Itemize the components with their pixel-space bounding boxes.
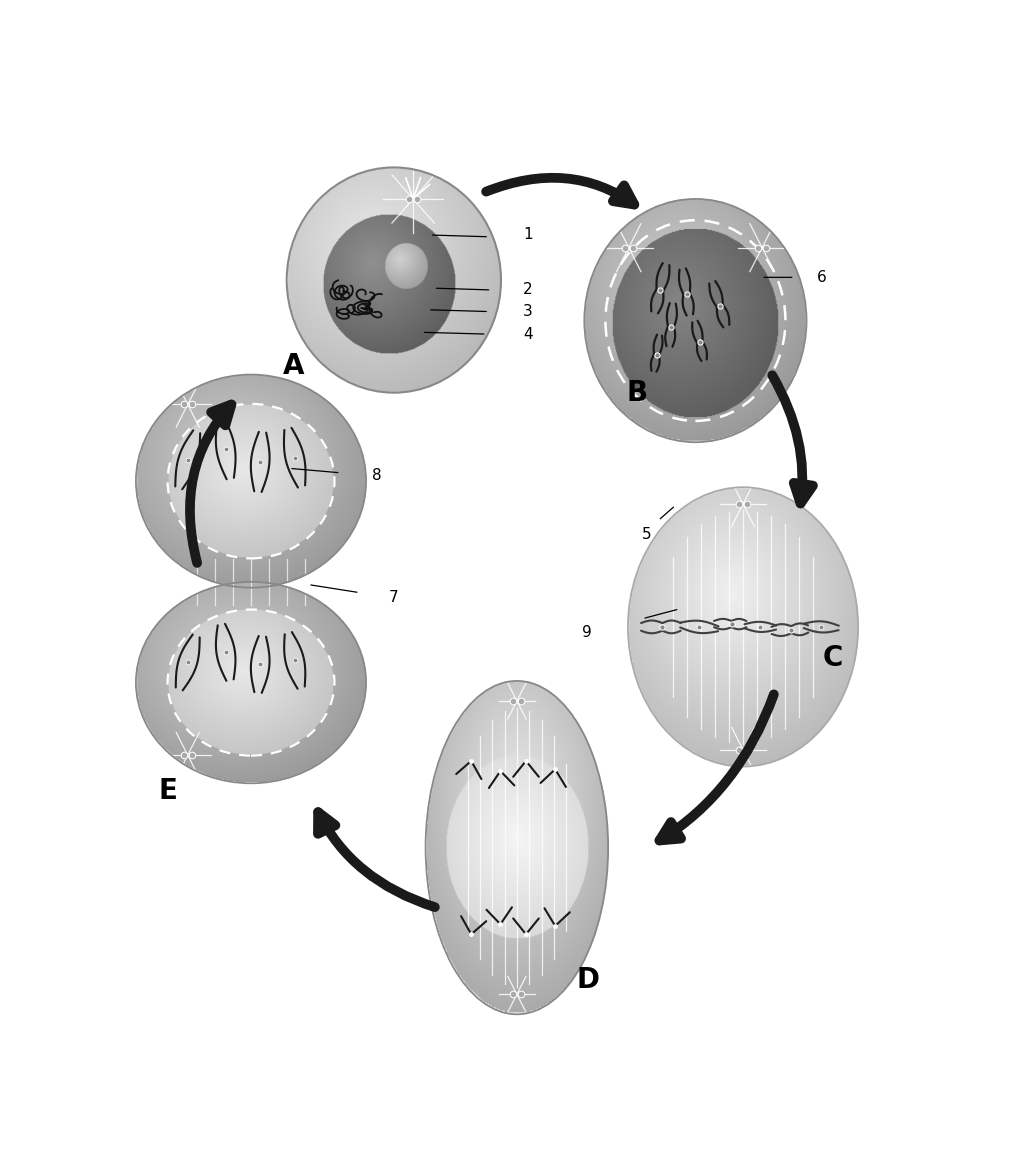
Text: C: C: [822, 645, 843, 673]
Text: E: E: [158, 777, 177, 805]
Text: 6: 6: [817, 270, 826, 284]
FancyArrowPatch shape: [659, 694, 774, 840]
Text: D: D: [577, 966, 599, 994]
Text: 5: 5: [642, 526, 652, 542]
Text: 7: 7: [388, 590, 398, 605]
FancyArrowPatch shape: [317, 812, 435, 907]
Text: 8: 8: [372, 468, 381, 483]
Text: 1: 1: [523, 227, 532, 242]
Text: B: B: [627, 379, 647, 407]
FancyArrowPatch shape: [772, 376, 813, 503]
FancyArrowPatch shape: [189, 405, 231, 563]
Text: 4: 4: [523, 326, 532, 342]
Text: A: A: [283, 352, 304, 379]
Text: 9: 9: [582, 625, 592, 640]
FancyArrowPatch shape: [486, 178, 634, 205]
Text: 2: 2: [523, 282, 532, 297]
Text: 3: 3: [523, 304, 532, 319]
